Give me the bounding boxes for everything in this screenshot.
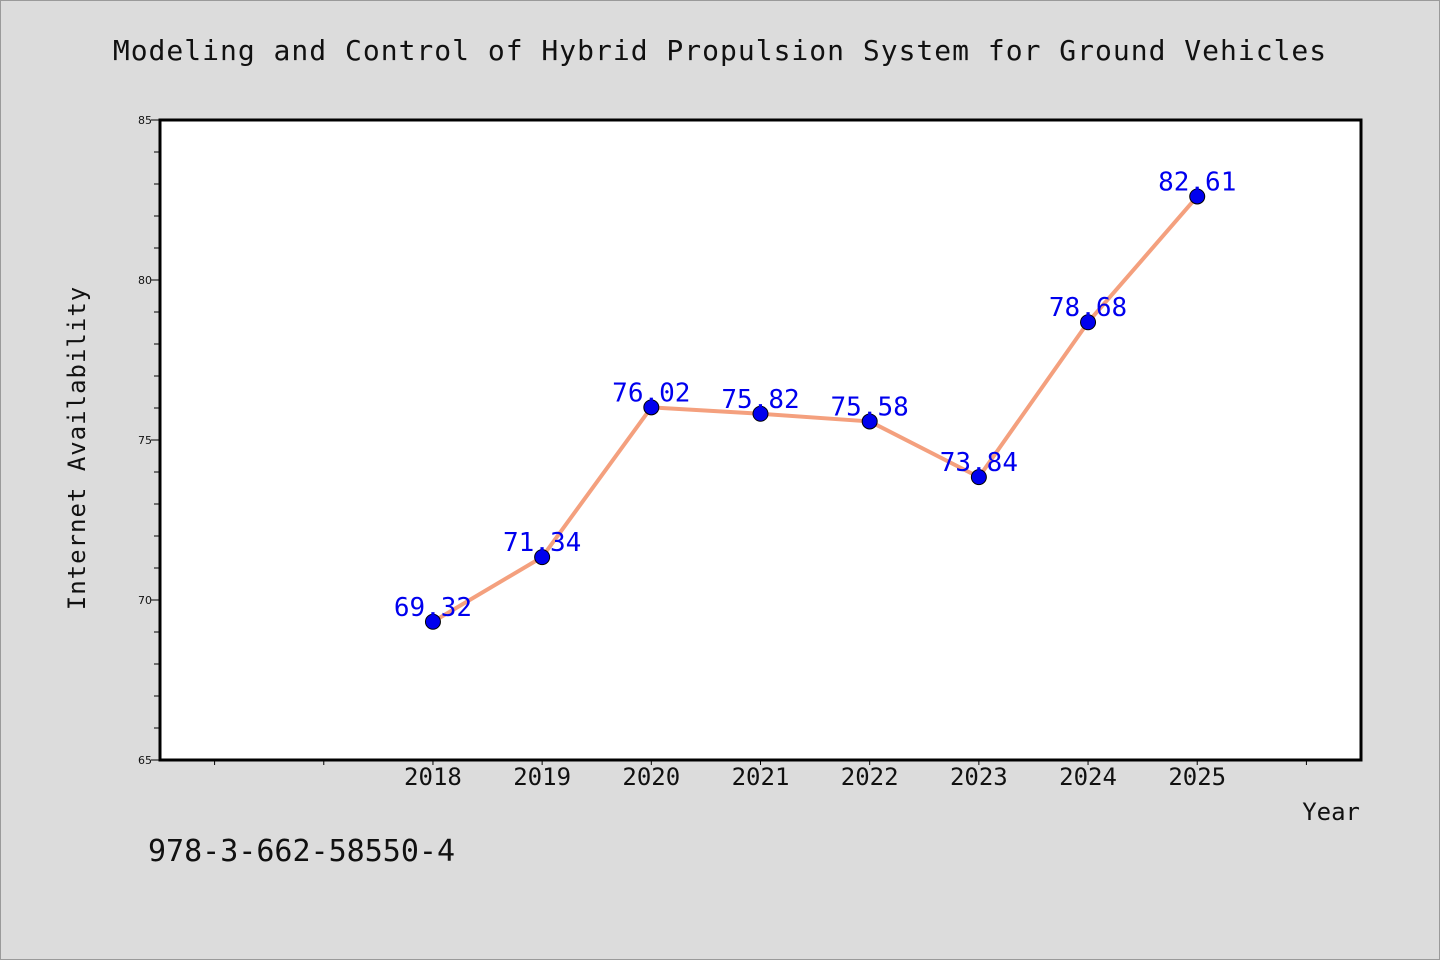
- x-tick-label: 2019: [513, 763, 571, 791]
- series-line: [430, 194, 1200, 624]
- data-label: 69.32: [394, 593, 472, 623]
- y-tick-label: 85: [138, 114, 152, 127]
- x-tick-label: 2022: [841, 763, 899, 791]
- x-tick-label: 2018: [404, 763, 462, 791]
- x-tick-label: 2021: [732, 763, 790, 791]
- x-tick-label: 2024: [1059, 763, 1117, 791]
- data-point: [1080, 314, 1097, 331]
- isbn-label: 978-3-662-58550-4: [148, 834, 456, 869]
- data-label: 78.68: [1049, 293, 1127, 323]
- y-tick-label: 75: [138, 434, 152, 447]
- chart-title: Modeling and Control of Hybrid Propulsio…: [112, 34, 1328, 67]
- y-axis-ticks: 65 70 75 80 85: [138, 114, 160, 767]
- data-point: [970, 469, 987, 486]
- y-tick-label: 65: [138, 754, 152, 767]
- series-layer: 69.32 71.34 76.02 75.82 75.58 73.84 78.68 82.61: [394, 167, 1236, 630]
- x-axis-ticks: 2018 2019 2020 2021 2022 2023 2024 2025: [214, 760, 1307, 791]
- data-label: 75.58: [831, 392, 909, 422]
- x-tick-label: 2025: [1168, 763, 1226, 791]
- data-point: [752, 405, 769, 422]
- data-label: 76.02: [612, 378, 690, 408]
- data-point: [861, 413, 878, 430]
- y-tick-label: 80: [138, 274, 152, 287]
- x-axis-label: Year: [1302, 798, 1360, 826]
- data-label: 82.61: [1158, 167, 1236, 197]
- data-point: [643, 399, 660, 416]
- data-point: [534, 549, 551, 566]
- data-label: 73.84: [940, 448, 1018, 478]
- data-point: [1189, 188, 1206, 205]
- data-point: [424, 613, 441, 630]
- plot-area: [158, 118, 1363, 762]
- data-label: 71.34: [503, 528, 581, 558]
- x-tick-label: 2020: [622, 763, 680, 791]
- y-tick-label: 70: [138, 594, 152, 607]
- x-tick-label: 2023: [950, 763, 1008, 791]
- data-label: 75.82: [721, 385, 799, 415]
- y-axis-label: Internet Availability: [63, 286, 91, 610]
